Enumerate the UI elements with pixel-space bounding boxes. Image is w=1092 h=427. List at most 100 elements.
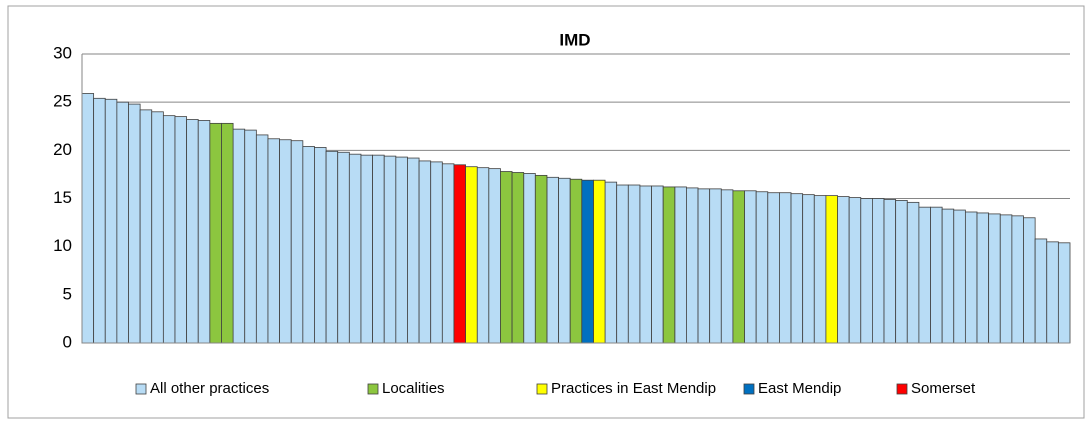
bar [197, 120, 211, 344]
legend-swatch [135, 383, 147, 395]
bar [221, 122, 234, 344]
bar [476, 167, 490, 344]
bar [999, 214, 1013, 344]
y-tick-label: 30 [53, 43, 72, 62]
bar [407, 157, 420, 344]
bar [906, 201, 920, 344]
bar [976, 212, 990, 344]
bar [848, 197, 862, 344]
bar [1023, 217, 1036, 344]
bar [593, 179, 606, 344]
bar [767, 192, 780, 344]
legend-label: East Mendip [758, 380, 841, 397]
bar [232, 128, 246, 344]
bar [279, 139, 292, 344]
bar [290, 140, 304, 344]
bar [988, 213, 1001, 344]
bar [162, 115, 176, 344]
bar [174, 116, 188, 344]
legend-swatch [536, 383, 548, 395]
bar [1046, 241, 1059, 344]
bar [825, 195, 838, 344]
bar [151, 111, 164, 344]
bar [930, 206, 943, 344]
y-tick-label: 25 [53, 92, 72, 111]
bar [604, 181, 618, 344]
legend-label: Localities [382, 380, 445, 397]
legend-swatch [367, 383, 379, 395]
bar [314, 147, 327, 344]
bar [964, 211, 978, 344]
bar [523, 173, 536, 344]
bar [186, 119, 199, 344]
bar [662, 186, 676, 344]
bar [639, 185, 652, 344]
bar [860, 198, 873, 344]
bar [581, 179, 594, 344]
bar [883, 199, 897, 344]
bar [209, 122, 222, 344]
bar [732, 190, 745, 344]
bar [337, 151, 350, 344]
bar [116, 101, 129, 344]
bar [372, 154, 385, 344]
bar [418, 160, 432, 344]
bar [244, 129, 257, 344]
bar [128, 103, 141, 344]
bar [872, 198, 885, 344]
bar [779, 192, 792, 344]
bar [895, 200, 908, 344]
legend-label: All other practices [150, 380, 269, 397]
bar [674, 186, 687, 344]
bar [395, 156, 408, 344]
legend-swatch [896, 383, 908, 395]
y-tick-label: 0 [63, 332, 72, 351]
bar [953, 209, 966, 344]
bar [790, 193, 804, 344]
bar [686, 187, 699, 344]
bar [558, 177, 571, 344]
bar [918, 206, 931, 344]
bar [1034, 238, 1048, 344]
bar [302, 146, 315, 344]
bar [139, 109, 153, 344]
bar [837, 196, 850, 344]
bar [813, 195, 827, 344]
y-tick-label: 10 [53, 236, 72, 255]
legend-label: Somerset [911, 380, 976, 397]
legend-label: Practices in East Mendip [551, 380, 716, 397]
bar [500, 171, 513, 344]
bar [511, 172, 525, 344]
bar [267, 138, 281, 344]
chart-title: IMD [559, 30, 590, 49]
bar [616, 184, 629, 344]
bar [744, 190, 757, 344]
bar [325, 150, 339, 344]
bar [488, 168, 501, 344]
bar [441, 163, 455, 344]
y-tick-label: 20 [53, 140, 72, 159]
y-tick-label: 15 [53, 188, 72, 207]
bar [348, 153, 362, 344]
bar [720, 189, 734, 344]
bar [430, 161, 443, 344]
bar [534, 174, 548, 344]
bar [81, 93, 95, 344]
bar [93, 97, 106, 344]
y-tick-label: 5 [63, 284, 72, 303]
bar [941, 208, 955, 344]
bar [709, 188, 722, 344]
bar [802, 194, 815, 344]
bar [383, 155, 397, 344]
bar [569, 178, 583, 344]
bar [697, 188, 711, 344]
bar [755, 191, 769, 344]
bar [255, 134, 269, 344]
bar [465, 166, 478, 344]
bar [546, 176, 559, 344]
legend-swatch [743, 383, 755, 395]
bar [651, 185, 664, 344]
bar [1057, 242, 1071, 344]
bar [360, 154, 373, 344]
